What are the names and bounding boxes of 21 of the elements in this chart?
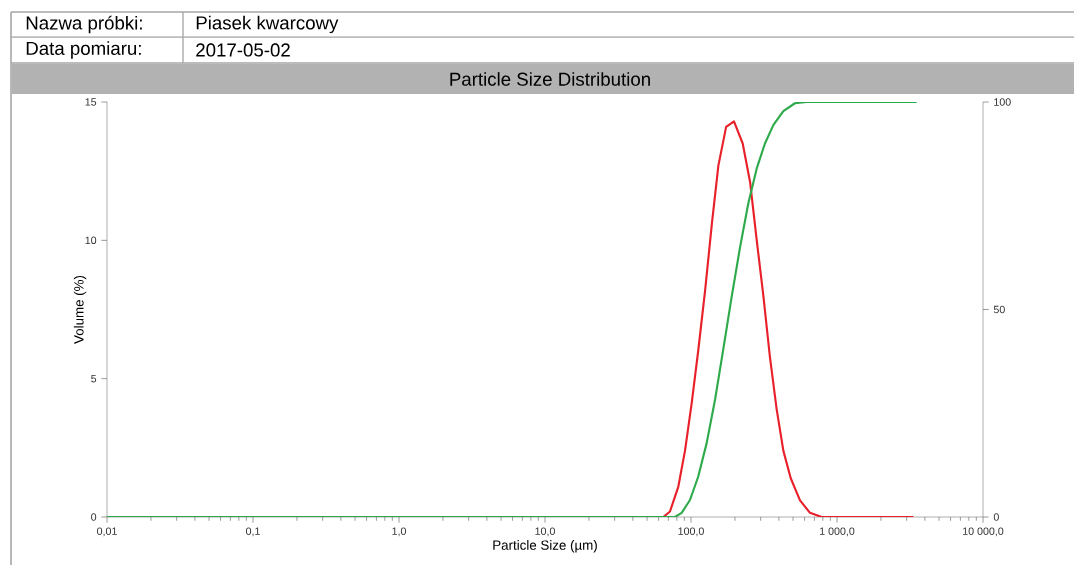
x-tick-label: 100,0 (678, 527, 704, 537)
text: 2017-05-02 (196, 43, 290, 57)
y2-tick-label: 100 (994, 98, 1011, 106)
text: Piasek kwarcowy (196, 15, 339, 34)
x-tick-label: 1 000,0 (820, 527, 855, 537)
y-tick-label: 15 (85, 98, 97, 106)
text: Data pomiaru: (26, 41, 141, 59)
y2-tick-label: 0 (993, 513, 999, 521)
x-tick-label: 0,1 (246, 527, 260, 537)
x-tick-label: 10,0 (535, 527, 555, 537)
x-tick-label: 0,01 (97, 527, 117, 537)
text: Nazwa próbki: (26, 15, 142, 34)
y-tick-label: 5 (91, 374, 97, 383)
y-tick-label: 0 (91, 513, 97, 521)
chart-title: Particle Size Distribution (450, 72, 650, 86)
y-tick-label: 10 (85, 236, 97, 245)
y2-tick-label: 50 (993, 305, 1005, 314)
x-tick-label: 1,0 (392, 527, 406, 537)
x-tick-label: 10 000,0 (963, 527, 1004, 537)
y-axis-title: Volume (%) (73, 275, 87, 344)
x-axis-title: Particle Size (µm) (493, 540, 597, 553)
